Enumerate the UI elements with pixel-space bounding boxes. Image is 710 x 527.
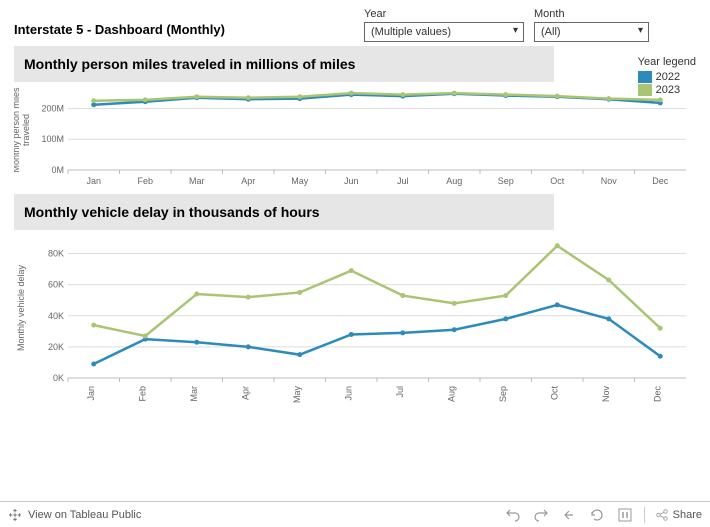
svg-text:Aug: Aug bbox=[446, 176, 462, 186]
footer-bar: View on Tableau Public Share bbox=[0, 501, 710, 527]
redo-icon[interactable] bbox=[532, 506, 550, 524]
svg-text:200M: 200M bbox=[41, 103, 64, 113]
chart2-area: 0K 20K 40K 60K 80K Jan Feb Mar Apr May Jun Jul Aug Se… bbox=[14, 230, 696, 418]
svg-text:Apr: Apr bbox=[240, 386, 250, 400]
svg-text:Jan: Jan bbox=[86, 176, 101, 186]
svg-text:Sep: Sep bbox=[498, 176, 514, 186]
chart1-area: 0M 100M 200M Jan Feb Mar Apr May Jun Jul Aug Sep Oct… bbox=[14, 82, 696, 188]
tableau-icon bbox=[8, 508, 22, 522]
svg-text:100M: 100M bbox=[41, 134, 64, 144]
svg-text:80K: 80K bbox=[48, 249, 64, 259]
svg-text:Feb: Feb bbox=[137, 386, 147, 402]
month-dropdown[interactable]: (All) bbox=[534, 22, 649, 42]
svg-text:60K: 60K bbox=[48, 280, 64, 290]
tableau-link-text: View on Tableau Public bbox=[28, 509, 141, 521]
month-dropdown-value: (All) bbox=[541, 26, 561, 38]
year-dropdown-value: (Multiple values) bbox=[371, 26, 451, 38]
svg-text:May: May bbox=[291, 176, 309, 186]
svg-text:Feb: Feb bbox=[137, 176, 153, 186]
svg-text:May: May bbox=[292, 386, 302, 404]
chart2-title: Monthly vehicle delay in thousands of ho… bbox=[14, 194, 554, 230]
svg-text:Apr: Apr bbox=[241, 176, 255, 186]
year-filter: Year (Multiple values) bbox=[364, 8, 524, 42]
tableau-link[interactable]: View on Tableau Public bbox=[8, 508, 141, 522]
month-filter: Month (All) bbox=[534, 8, 649, 42]
svg-text:Monthly person milestraveled: Monthly person milestraveled bbox=[14, 87, 31, 173]
pause-icon[interactable] bbox=[616, 506, 634, 524]
svg-text:Dec: Dec bbox=[652, 386, 662, 403]
svg-text:0M: 0M bbox=[51, 165, 64, 175]
svg-text:Jun: Jun bbox=[343, 386, 353, 401]
svg-text:Oct: Oct bbox=[550, 176, 565, 186]
undo-icon[interactable] bbox=[504, 506, 522, 524]
chart1-title: Monthly person miles traveled in million… bbox=[14, 46, 554, 82]
refresh-icon[interactable] bbox=[588, 506, 606, 524]
svg-text:Nov: Nov bbox=[601, 176, 618, 186]
year-dropdown[interactable]: (Multiple values) bbox=[364, 22, 524, 42]
svg-text:Nov: Nov bbox=[601, 386, 611, 403]
svg-text:Jul: Jul bbox=[395, 386, 405, 398]
svg-text:Jan: Jan bbox=[86, 386, 96, 401]
page-title: Interstate 5 - Dashboard (Monthly) bbox=[14, 8, 354, 37]
svg-text:Mar: Mar bbox=[189, 176, 205, 186]
share-icon[interactable]: Share bbox=[655, 506, 702, 524]
svg-text:Jun: Jun bbox=[344, 176, 359, 186]
svg-text:0K: 0K bbox=[53, 373, 64, 383]
svg-text:Monthly vehicle delay: Monthly vehicle delay bbox=[16, 264, 26, 351]
svg-text:Sep: Sep bbox=[498, 386, 508, 402]
year-filter-label: Year bbox=[364, 8, 524, 20]
share-text: Share bbox=[673, 509, 702, 521]
svg-text:40K: 40K bbox=[48, 311, 64, 321]
svg-text:Aug: Aug bbox=[446, 386, 456, 402]
legend-title: Year legend bbox=[638, 56, 696, 68]
revert-icon[interactable] bbox=[560, 506, 578, 524]
svg-text:Oct: Oct bbox=[549, 386, 559, 401]
svg-text:20K: 20K bbox=[48, 342, 64, 352]
svg-text:Dec: Dec bbox=[652, 176, 669, 186]
month-filter-label: Month bbox=[534, 8, 649, 20]
svg-text:Mar: Mar bbox=[189, 386, 199, 402]
svg-text:Jul: Jul bbox=[397, 176, 409, 186]
